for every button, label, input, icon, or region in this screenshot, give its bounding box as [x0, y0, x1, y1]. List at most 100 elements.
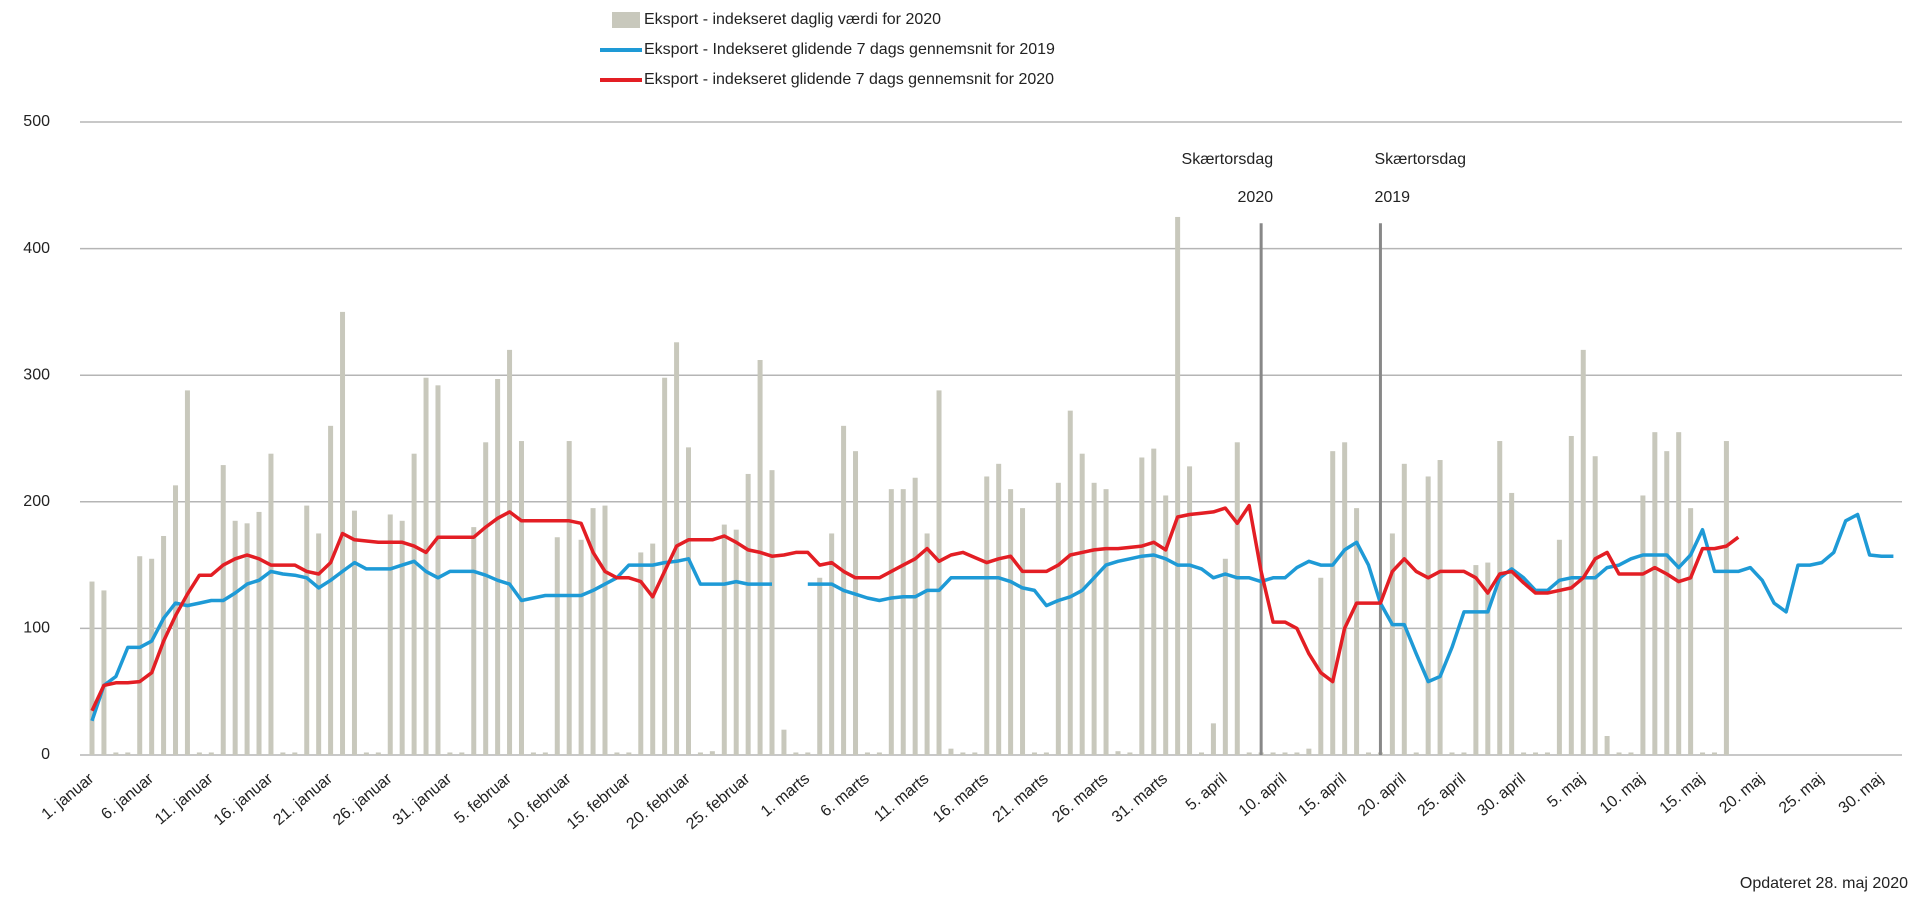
bar — [1043, 752, 1049, 755]
x-tick-label: 20. februar — [624, 770, 695, 833]
bar — [590, 508, 596, 755]
bar — [1544, 752, 1550, 755]
bar — [662, 377, 668, 755]
bar — [554, 537, 560, 755]
bar — [89, 581, 95, 755]
x-tick-label: 15. maj — [1657, 770, 1708, 817]
x-tick-label: 26. januar — [330, 770, 396, 829]
bar — [1509, 492, 1515, 755]
bar — [1700, 752, 1706, 755]
line-series — [90, 512, 1894, 722]
bar — [459, 752, 465, 755]
bar — [1401, 463, 1407, 755]
bar — [1020, 508, 1026, 755]
y-tick-label: 300 — [23, 366, 50, 383]
bar — [1282, 752, 1288, 755]
bar — [1246, 752, 1252, 755]
bar — [960, 752, 966, 755]
x-tick-label: 20. april — [1355, 770, 1410, 820]
bar — [173, 485, 179, 755]
x-tick-label: 16. januar — [211, 770, 277, 829]
bar — [1688, 508, 1694, 755]
bar — [507, 349, 513, 755]
bar — [1210, 723, 1216, 755]
bar — [912, 477, 918, 755]
bar — [1055, 482, 1061, 755]
bar — [125, 752, 131, 755]
bar — [1366, 752, 1372, 755]
legend-label: Eksport - indekseret daglig værdi for 20… — [644, 11, 941, 28]
x-tick-label: 11. januar — [152, 770, 217, 828]
legend-swatch — [612, 12, 640, 28]
x-tick-label: 15. april — [1295, 770, 1350, 820]
bar — [232, 520, 238, 755]
x-tick-label: 31. marts — [1109, 770, 1171, 826]
x-tick-label: 15. februar — [564, 770, 635, 833]
bar — [1270, 752, 1276, 755]
x-tick-label: 30. maj — [1836, 770, 1887, 817]
bar — [435, 385, 441, 755]
bar — [650, 543, 656, 755]
bar — [1330, 451, 1336, 755]
bar — [769, 470, 775, 755]
bar — [101, 590, 107, 755]
bar — [1568, 435, 1574, 755]
bar — [888, 489, 894, 755]
x-tick-label: 6. marts — [818, 770, 873, 820]
bar — [495, 378, 501, 755]
x-tick-label: 10. februar — [504, 770, 575, 833]
bar — [781, 729, 787, 755]
bar — [817, 577, 823, 755]
footnote: Opdateret 28. maj 2020 — [1740, 875, 1908, 892]
bar — [1389, 533, 1395, 755]
bar — [256, 511, 262, 755]
bar — [1437, 460, 1443, 755]
bar — [1413, 752, 1419, 755]
bar — [292, 752, 298, 755]
x-tick-label: 31. januar — [390, 770, 456, 829]
bar — [149, 558, 155, 755]
bar — [1151, 448, 1157, 755]
bar — [542, 752, 548, 755]
bar — [1175, 216, 1181, 755]
bar — [1008, 489, 1014, 755]
bar — [1127, 752, 1133, 755]
bar — [196, 752, 202, 755]
x-tick-label: 11. marts — [871, 770, 932, 825]
bar — [1449, 752, 1455, 755]
bar — [566, 441, 572, 755]
bar — [1485, 562, 1491, 755]
bar — [1354, 508, 1360, 755]
x-tick-label: 21. marts — [990, 770, 1052, 826]
bar — [304, 505, 310, 755]
bar — [411, 453, 417, 755]
bar — [1091, 482, 1097, 755]
bar — [483, 442, 489, 755]
bar — [638, 552, 644, 755]
bar — [1604, 736, 1610, 755]
bar — [375, 752, 381, 755]
bar — [471, 527, 477, 755]
bar — [113, 752, 119, 755]
bar — [399, 520, 405, 755]
bar — [423, 377, 429, 755]
bar — [387, 514, 393, 755]
y-tick-label: 0 — [41, 746, 50, 763]
x-tick-label: 16. marts — [930, 770, 992, 826]
bar — [924, 533, 930, 755]
x-tick-label: 25. april — [1415, 770, 1470, 820]
bar — [1580, 349, 1586, 755]
bar — [1306, 748, 1312, 755]
bar — [984, 476, 990, 755]
bar — [733, 529, 739, 755]
x-tick-label: 25. februar — [683, 770, 754, 833]
bar — [363, 752, 369, 755]
x-tick-label: 5. maj — [1544, 770, 1588, 811]
bar — [1473, 565, 1479, 755]
bar — [1103, 489, 1109, 755]
x-tick-label: 25. maj — [1776, 770, 1827, 817]
x-tick-label: 6. januar — [98, 770, 157, 823]
bar — [1115, 751, 1121, 755]
bar — [757, 360, 763, 755]
